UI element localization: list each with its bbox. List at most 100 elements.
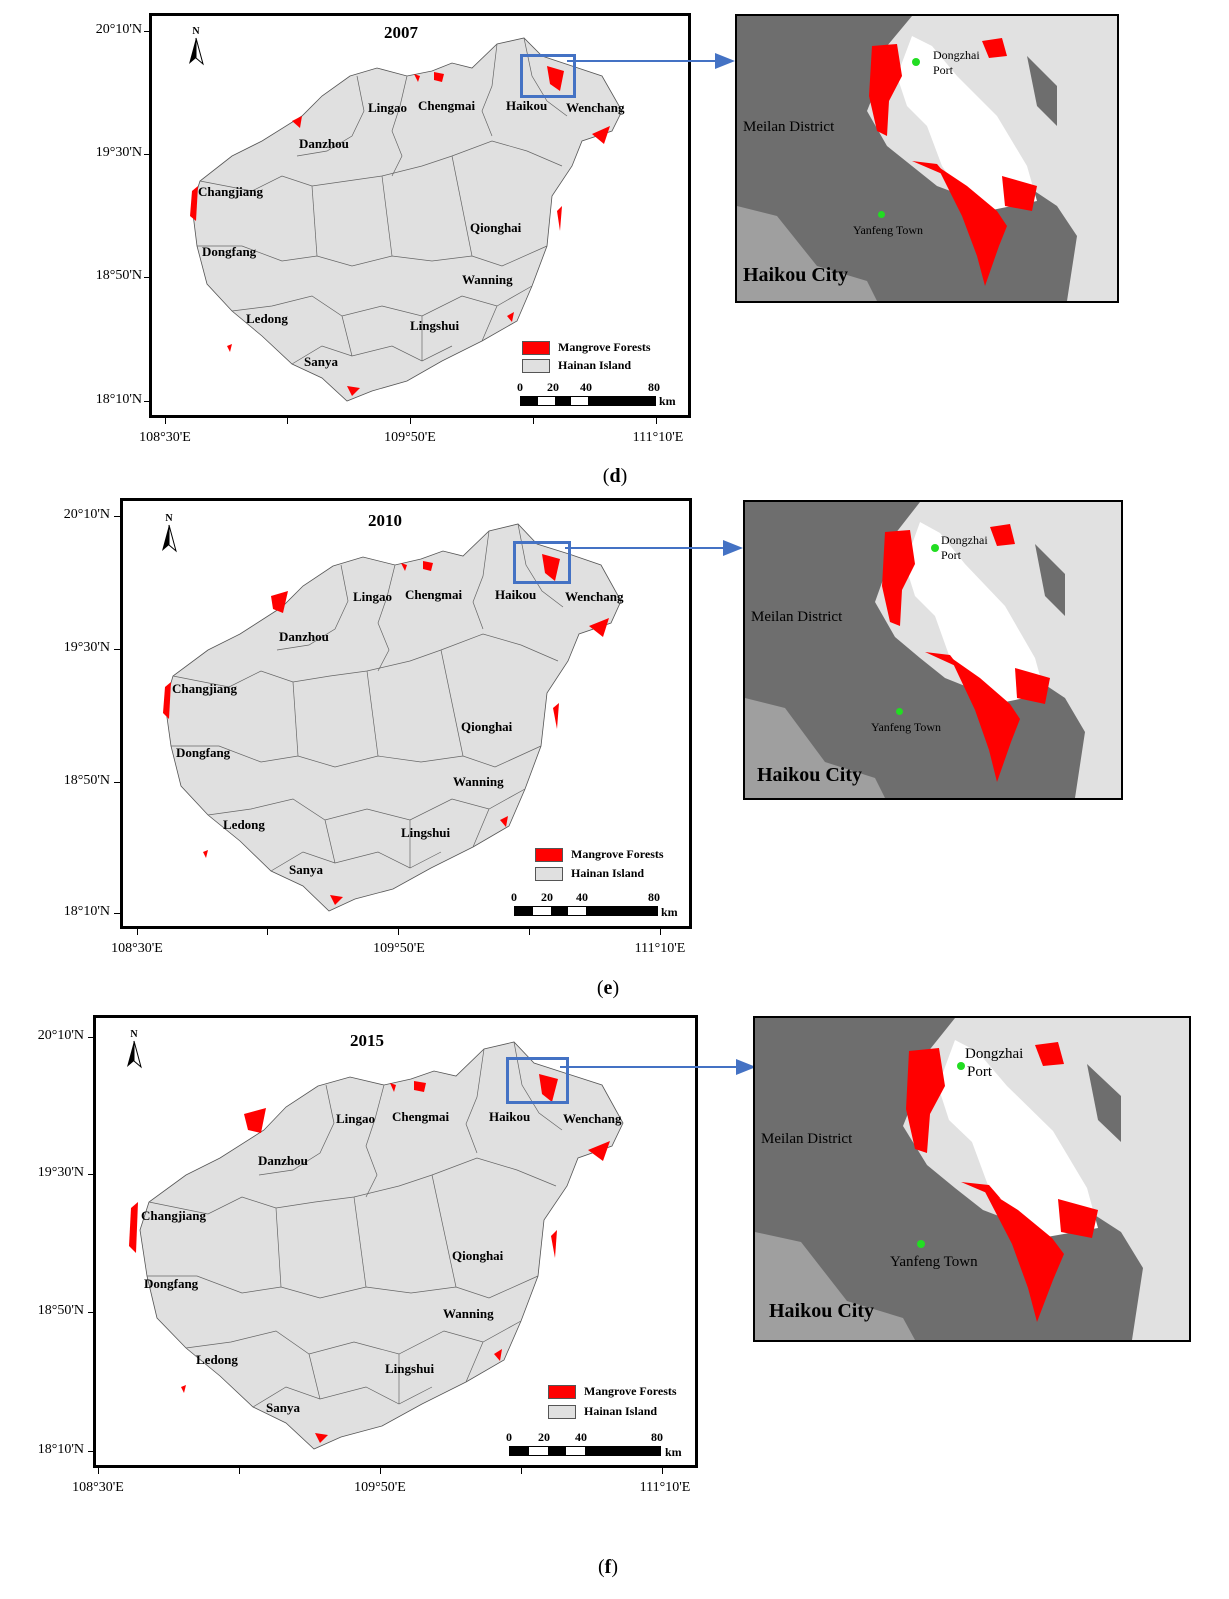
place-label-wenchang: Wenchang <box>563 1111 622 1126</box>
lat-tick <box>144 277 152 278</box>
lat-tick <box>114 649 122 650</box>
hainan-island-map <box>129 1041 624 1450</box>
inset-label-district: Meilan District <box>743 119 835 135</box>
panel-caption: (d) <box>602 465 628 487</box>
lat-label: 20°10'N <box>95 22 142 37</box>
scale-unit: km <box>659 394 676 408</box>
zoom-box <box>506 1057 569 1104</box>
lon-label: 111°10'E <box>634 941 686 956</box>
lon-tick <box>662 1466 663 1474</box>
place-label-ledong: Ledong <box>246 311 288 326</box>
lat-tick <box>144 154 152 155</box>
lat-label: 18°50'N <box>37 1303 84 1318</box>
lat-tick <box>88 1451 96 1452</box>
lon-tick <box>521 1466 522 1474</box>
place-label-wanning: Wanning <box>443 1306 494 1321</box>
lon-tick <box>98 1466 99 1474</box>
map-year: 2007 <box>384 23 418 42</box>
inset-mangrove <box>882 524 1050 782</box>
inset-label-district: Meilan District <box>761 1131 853 1147</box>
scale-bar <box>514 906 658 916</box>
hainan-island-map <box>190 37 623 402</box>
inset-label-town: Yanfeng Town <box>853 223 924 237</box>
lat-label: 18°10'N <box>37 1442 84 1457</box>
legend-swatch-island <box>522 358 550 373</box>
scale-tick: 0 <box>511 890 517 904</box>
place-label-wenchang: Wenchang <box>566 100 625 115</box>
mangrove-patches <box>129 1074 610 1443</box>
place-label-lingshui: Lingshui <box>401 825 451 840</box>
place-label-changjiang: Changjiang <box>198 184 264 199</box>
place-label-lingshui: Lingshui <box>410 318 460 333</box>
inset-label-city: Haikou City <box>757 764 863 786</box>
lon-label: 109°50'E <box>384 430 436 445</box>
scale-unit: km <box>665 1445 682 1459</box>
lon-tick <box>287 416 288 424</box>
place-label-qionghai: Qionghai <box>452 1248 504 1263</box>
north-arrow-icon: N <box>157 513 181 555</box>
mangrove-patches <box>190 66 610 396</box>
scale-unit: km <box>661 905 678 919</box>
panel-caption: (f) <box>597 1556 618 1578</box>
lat-tick <box>144 401 152 402</box>
place-label-qionghai: Qionghai <box>470 220 522 235</box>
lon-label: 108°30'E <box>111 941 163 956</box>
north-arrow-icon: N <box>122 1029 146 1071</box>
lon-tick <box>165 416 166 424</box>
inset-mangrove <box>869 38 1037 286</box>
inset-mangrove <box>906 1042 1098 1322</box>
place-label-danzhou: Danzhou <box>258 1153 308 1168</box>
panel-d: 20°10'N 19°30'N 18°50'N 18°10'N 108°30'E… <box>0 0 1229 495</box>
scale-tick: 80 <box>648 890 660 904</box>
place-label-chengmai: Chengmai <box>405 587 463 602</box>
lon-label: 111°10'E <box>632 430 684 445</box>
pointer-arrow <box>565 540 743 556</box>
scale-bar <box>520 396 656 406</box>
lat-tick <box>144 31 152 32</box>
legend-mangrove: Mangrove Forests <box>548 1384 677 1399</box>
place-label-lingshui: Lingshui <box>385 1361 435 1376</box>
place-label-wenchang: Wenchang <box>565 589 624 604</box>
place-label-ledong: Ledong <box>223 817 265 832</box>
lon-label: 111°10'E <box>639 1480 691 1495</box>
yanfeng-town-dot <box>878 211 885 218</box>
lat-label: 20°10'N <box>37 1028 84 1043</box>
place-label-dongfang: Dongfang <box>144 1276 199 1291</box>
hainan-island-map <box>163 523 622 912</box>
place-label-chengmai: Chengmai <box>418 98 476 113</box>
lon-tick <box>533 416 534 424</box>
place-label-chengmai: Chengmai <box>392 1109 450 1124</box>
place-label-haikou: Haikou <box>506 98 548 113</box>
place-label-wanning: Wanning <box>453 774 504 789</box>
legend-island: Hainan Island <box>535 866 644 881</box>
place-label-sanya: Sanya <box>289 862 323 877</box>
inset-map: Dongzhai Port Meilan District Yanfeng To… <box>735 14 1119 303</box>
lat-label: 18°10'N <box>95 392 142 407</box>
lat-label: 19°30'N <box>95 145 142 160</box>
legend-mangrove: Mangrove Forests <box>522 340 651 355</box>
lat-tick <box>114 516 122 517</box>
scale-tick: 80 <box>651 1430 663 1444</box>
panel-f: 20°10'N 19°30'N 18°50'N 18°10'N 108°30'E… <box>0 1010 1229 1599</box>
lon-tick <box>239 1466 240 1474</box>
north-arrow-icon: N <box>184 26 208 68</box>
place-label-ledong: Ledong <box>196 1352 238 1367</box>
lon-label: 109°50'E <box>373 941 425 956</box>
zoom-box <box>513 541 571 584</box>
place-label-sanya: Sanya <box>266 1400 300 1415</box>
lon-tick <box>529 927 530 935</box>
inset-label-port2: Port <box>941 548 962 562</box>
lat-tick <box>114 782 122 783</box>
scale-tick: 0 <box>517 380 523 394</box>
scale-tick: 20 <box>547 380 559 394</box>
inset-label-town: Yanfeng Town <box>871 720 942 734</box>
dongzhai-port-dot <box>912 58 920 66</box>
lon-tick <box>137 927 138 935</box>
panel-caption: (e) <box>596 977 620 999</box>
place-label-dongfang: Dongfang <box>176 745 231 760</box>
zoom-box <box>520 54 576 98</box>
map-year: 2015 <box>350 1031 384 1050</box>
scale-tick: 40 <box>580 380 592 394</box>
panel-e: 20°10'N 19°30'N 18°50'N 18°10'N 108°30'E… <box>0 495 1229 1010</box>
scale-tick: 40 <box>576 890 588 904</box>
